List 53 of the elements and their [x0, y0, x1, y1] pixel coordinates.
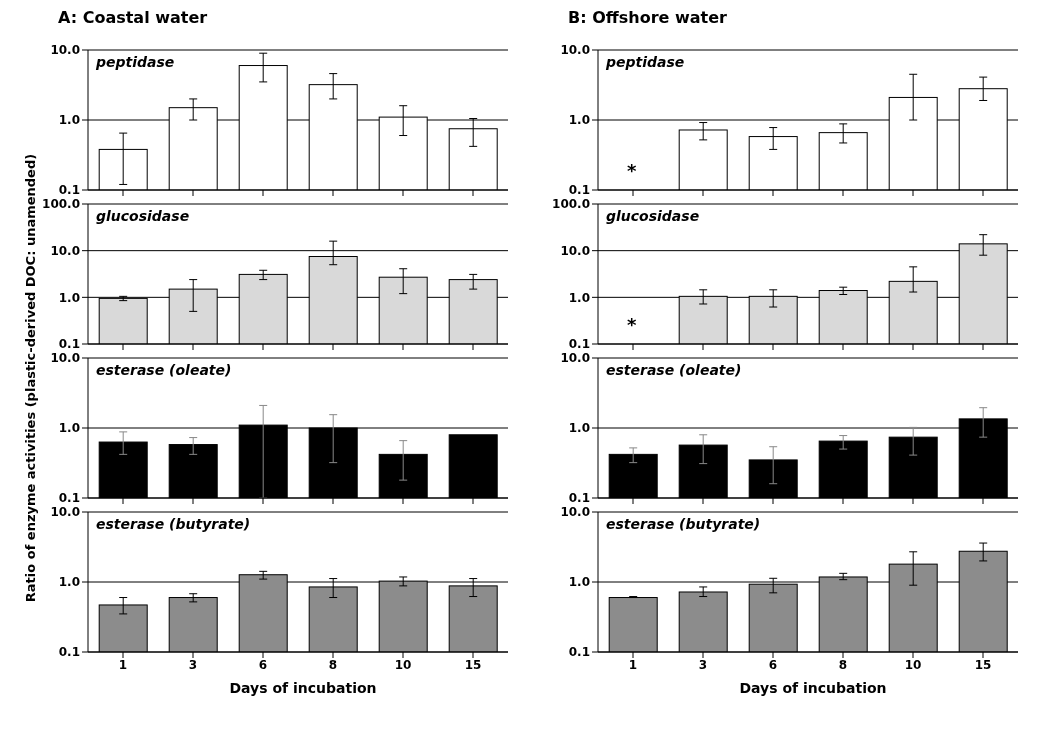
y-tick-label: 1.0 — [568, 113, 590, 128]
x-tick-label: 3 — [698, 657, 708, 672]
annotation: glucosidase — [606, 208, 700, 224]
y-tick-label: 1.0 — [568, 421, 590, 436]
x-tick-label: 8 — [328, 657, 338, 672]
y-tick-label: 1.0 — [568, 290, 590, 305]
y-tick-label: 10.0 — [560, 43, 590, 58]
y-tick-label: 0.1 — [568, 337, 590, 352]
x-tick-label: 8 — [838, 657, 848, 672]
y-tick-label: 1.0 — [58, 113, 80, 128]
x-tick-label: 1 — [628, 657, 638, 672]
x-axis-title: Days of incubation — [228, 680, 378, 696]
x-tick-label: 10 — [394, 657, 412, 672]
y-tick-label: 10.0 — [50, 351, 80, 366]
y-tick-label: 100.0 — [552, 197, 590, 212]
annotation: peptidase — [96, 54, 175, 70]
y-tick-label: 0.1 — [568, 491, 590, 506]
annotation: glucosidase — [96, 208, 190, 224]
annotation: esterase (butyrate) — [606, 516, 761, 532]
y-tick-label: 1.0 — [568, 575, 590, 590]
y-tick-label: 10.0 — [50, 243, 80, 258]
y-tick-label: 0.1 — [568, 645, 590, 660]
y-tick-label: 0.1 — [58, 491, 80, 506]
y-tick-label: 10.0 — [560, 505, 590, 520]
chart-title: B: Offshore water — [568, 8, 728, 29]
x-tick-label: 1 — [118, 657, 128, 672]
y-tick-label: 0.1 — [58, 337, 80, 352]
y-tick-label: 10.0 — [50, 43, 80, 58]
annotation: esterase (oleate) — [96, 362, 232, 378]
y-axis-title: Ratio of enzyme activities (plastic-derived DOC: unamended) — [22, 153, 38, 603]
x-tick-label: 3 — [188, 657, 198, 672]
y-tick-label: 10.0 — [560, 243, 590, 258]
x-tick-label: 15 — [974, 657, 992, 672]
annotation: * — [627, 314, 637, 335]
y-tick-label: 0.1 — [568, 183, 590, 198]
y-tick-label: 1.0 — [58, 421, 80, 436]
x-tick-label: 15 — [464, 657, 482, 672]
x-tick-label: 6 — [258, 657, 268, 672]
chart-title: A: Coastal water — [58, 8, 209, 29]
x-tick-label: 6 — [768, 657, 778, 672]
y-tick-label: 10.0 — [50, 505, 80, 520]
annotation: * — [627, 160, 637, 181]
y-tick-label: 1.0 — [58, 290, 80, 305]
y-tick-label: 0.1 — [58, 645, 80, 660]
annotation: peptidase — [606, 54, 685, 70]
y-tick-label: 10.0 — [560, 351, 590, 366]
x-axis-title: Days of incubation — [738, 680, 888, 696]
x-tick-label: 10 — [904, 657, 922, 672]
y-tick-label: 0.1 — [58, 183, 80, 198]
y-tick-label: 100.0 — [42, 197, 80, 212]
annotation: esterase (oleate) — [606, 362, 742, 378]
annotation: esterase (butyrate) — [96, 516, 251, 532]
y-tick-label: 1.0 — [58, 575, 80, 590]
